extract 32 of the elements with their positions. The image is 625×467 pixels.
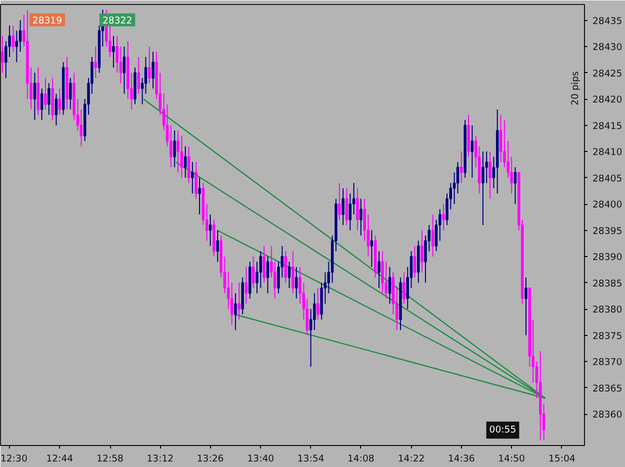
x-tick-label: 13:54 (297, 454, 324, 464)
y-tick-label: 28415 (592, 120, 622, 132)
y-tick-label: 28420 (592, 94, 622, 106)
x-tick-label: 12:44 (46, 454, 74, 464)
y-tick-label: 28360 (592, 410, 622, 420)
x-tick-label: 14:36 (448, 454, 475, 464)
y-tick-label: 28400 (592, 200, 622, 210)
x-tick-label: 13:12 (146, 454, 174, 464)
y-tick-label: 28390 (592, 252, 622, 263)
x-tick-label: 14:50 (498, 454, 526, 464)
y-tick-label: 28385 (592, 278, 622, 290)
x-tick-label: 12:58 (96, 454, 124, 464)
y-tick-label: 28375 (592, 330, 622, 342)
x-tick-label: 14:08 (347, 454, 374, 464)
annotation: 28322 (102, 15, 132, 26)
y-tick-label: 28370 (592, 357, 622, 368)
y-tick-label: 28395 (592, 226, 622, 237)
x-tick-label: 13:26 (196, 454, 224, 464)
y-tick-label: 28365 (592, 383, 622, 394)
annotation: 20 pips (570, 71, 582, 106)
y-tick-label: 28410 (592, 147, 622, 158)
y-tick-label: 28380 (592, 304, 622, 316)
x-tick-label: 14:22 (398, 454, 425, 464)
annotation: 28319 (32, 15, 62, 26)
y-tick-label: 28430 (592, 42, 622, 53)
x-tick-label: 12:30 (0, 454, 28, 464)
y-tick-label: 28405 (592, 173, 622, 184)
x-tick-label: 15:04 (548, 454, 576, 464)
annotation: 00:55 (489, 424, 516, 436)
y-tick-label: 28435 (592, 16, 622, 27)
y-tick-label: 28425 (592, 68, 622, 80)
x-tick-label: 13:40 (247, 454, 274, 464)
